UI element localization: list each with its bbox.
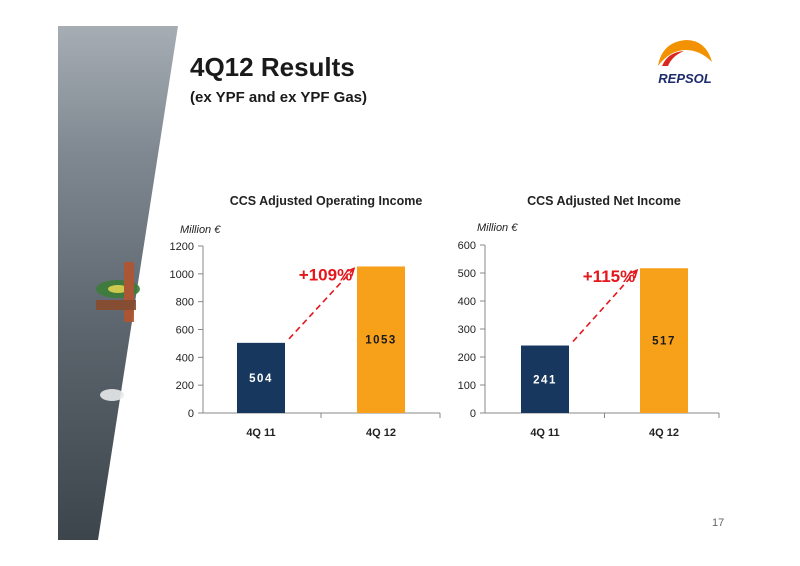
chart-2-y-tick-label: 400 [458,296,476,308]
chart-1-y-tick-label: 0 [188,408,194,420]
slide-subtitle: (ex YPF and ex YPF Gas) [190,89,368,106]
chart-1-y-tick-label: 600 [176,325,194,337]
chart-2-growth-arrow [572,269,638,343]
chart-1-category-label-1: 4Q 11 [246,427,275,439]
page-number: 17 [712,517,725,529]
chart-1-y-tick-label: 400 [176,352,194,364]
chart-1-y-tick-label: 1200 [170,241,194,253]
repsol-logo-text: REPSOL [658,71,712,86]
chart-2-data-label-1: 241 [533,374,557,386]
chart-2-growth-arrow-head [629,268,639,279]
chart-1-growth-arrow [288,267,355,340]
slide-title: 4Q12 Results [190,52,355,82]
chart-1-bar-1 [237,342,285,413]
chart-2-y-tick-label: 600 [458,240,476,252]
chart-2-y-tick-label: 100 [458,380,476,392]
chart-2-y-tick-label: 200 [458,352,476,364]
chart-1-bar-2 [357,266,405,413]
chart-1-unit-label: Million € [180,224,221,236]
chart-2-y-tick-label: 500 [458,268,476,280]
chart-2-bar-1 [521,345,569,413]
chart-1-data-label-2: 1053 [365,335,397,347]
chart-2-data-label-2: 517 [652,336,676,348]
chart-2-bar-2 [640,268,688,413]
repsol-logo: REPSOL [658,40,712,86]
chart-1-y-tick-label: 1000 [170,269,194,281]
chart-1-data-label-1: 504 [249,373,273,385]
chart-1-growth-label: +109% [299,265,352,284]
chart-1-growth-arrow-head [346,267,356,277]
chart-1-title: CCS Adjusted Operating Income [229,194,423,208]
chart-2-category-label-1: 4Q 11 [530,427,559,439]
chart-2-y-tick-label: 300 [458,324,476,336]
chart-1-category-label-2: 4Q 12 [366,427,396,439]
chart-2-growth-label: +115% [583,267,635,286]
chart-1-y-tick-label: 800 [176,297,194,309]
chart-2-title: CCS Adjusted Net Income [527,194,681,208]
chart-2-y-tick-label: 0 [470,408,476,420]
chart-2-category-label-2: 4Q 12 [649,427,679,439]
chart-2-unit-label: Million € [477,222,518,234]
chart-1-y-tick-label: 200 [176,380,194,392]
